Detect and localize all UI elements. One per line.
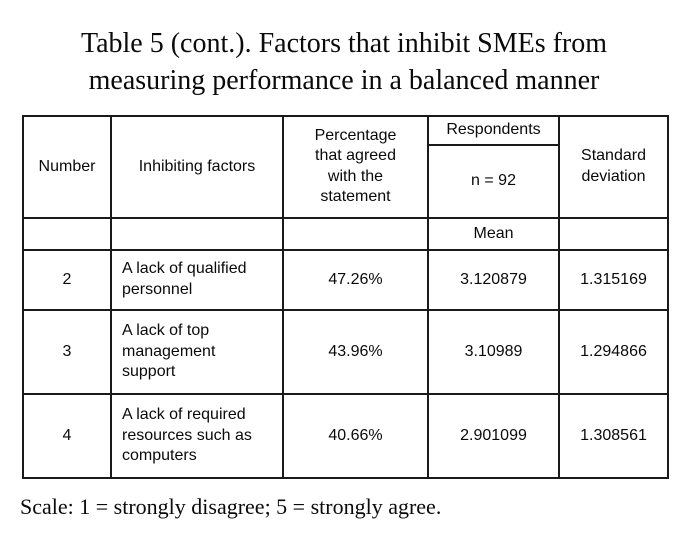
empty-cell (558, 216, 669, 251)
header-row-sample-size: n = 92 (23, 143, 668, 219)
mean-label-cell: Mean (427, 216, 560, 251)
col-header-percentage-agreed: Percentage that agreed with the statemen… (282, 114, 429, 219)
cell-factor: A lack of required resources such as com… (110, 392, 284, 479)
header-row-top: Number Inhibiting factors Percentage tha… (22, 114, 669, 219)
col-header-number: Number (22, 114, 112, 219)
cell-std-deviation: 1.315169 (558, 248, 669, 311)
cell-percentage: 43.96% (282, 308, 429, 395)
col-header-respondents: Respondents (427, 114, 560, 146)
table-row: 4 A lack of required resources such as c… (22, 392, 669, 479)
empty-cell (22, 216, 112, 251)
table-title: Table 5 (cont.). Factors that inhibit SM… (80, 28, 608, 96)
inhibiting-factors-table: Number Inhibiting factors Percentage tha… (22, 114, 669, 479)
table-row: 2 A lack of qualified personnel 47.26% 3… (22, 248, 669, 311)
empty-cell (110, 216, 284, 251)
col-header-inhibiting-factors: Inhibiting factors (110, 114, 284, 219)
cell-mean: 2.901099 (427, 392, 560, 479)
cell-std-deviation: 1.294866 (558, 308, 669, 395)
mean-label-row: Mean (22, 216, 669, 251)
cell-number: 4 (22, 392, 112, 479)
cell-mean: 3.10989 (427, 308, 560, 395)
cell-factor: A lack of qualified personnel (110, 248, 284, 311)
cell-percentage: 40.66% (282, 392, 429, 479)
cell-mean: 3.120879 (427, 248, 560, 311)
empty-cell (282, 216, 429, 251)
cell-number: 3 (22, 308, 112, 395)
cell-percentage: 47.26% (282, 248, 429, 311)
col-header-standard-deviation: Standard deviation (558, 114, 669, 219)
sample-size-cell: n = 92 (427, 143, 560, 219)
table-row: 3 A lack of top management support 43.96… (22, 308, 669, 395)
cell-factor: A lack of top management support (110, 308, 284, 395)
cell-number: 2 (22, 248, 112, 311)
scale-footnote: Scale: 1 = strongly disagree; 5 = strong… (20, 493, 442, 519)
cell-std-deviation: 1.308561 (558, 392, 669, 479)
